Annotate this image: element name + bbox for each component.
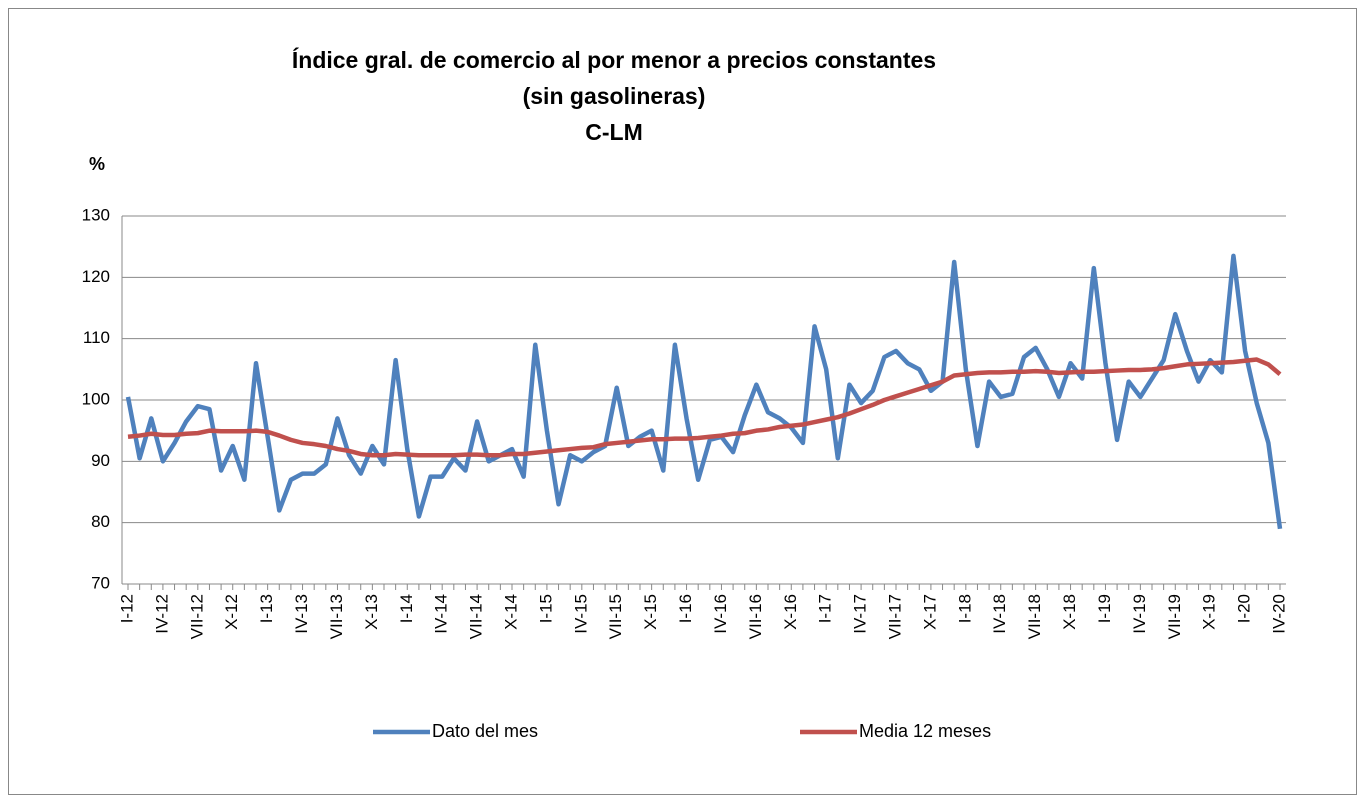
x-tick-label: VII-14 <box>467 594 486 639</box>
x-tick-label: VII-15 <box>606 594 625 639</box>
chart-title: C-LM <box>585 119 642 145</box>
series-line <box>125 253 1283 530</box>
x-tick-label: I-16 <box>676 594 695 623</box>
x-tick-label: IV-17 <box>851 594 870 634</box>
x-tick-label: X-16 <box>781 594 800 630</box>
x-tick-label: I-20 <box>1235 594 1254 623</box>
x-tick-label: I-13 <box>257 594 276 623</box>
x-tick-label: IV-12 <box>152 594 171 634</box>
x-tick-label: IV-13 <box>292 594 311 634</box>
x-tick-label: I-18 <box>955 594 974 623</box>
x-tick-label: IV-14 <box>432 594 451 634</box>
x-tick-label: I-14 <box>397 594 416 623</box>
x-tick-label: I-12 <box>117 594 136 623</box>
y-tick-label: 70 <box>91 573 110 592</box>
x-tick-label: X-18 <box>1060 594 1079 630</box>
x-tick-label: X-19 <box>1200 594 1219 630</box>
legend-label: Dato del mes <box>432 721 538 741</box>
x-tick-label: VII-17 <box>885 594 904 639</box>
y-tick-label: 80 <box>91 512 110 531</box>
x-tick-label: X-17 <box>920 594 939 630</box>
x-tick-label: I-17 <box>816 594 835 623</box>
x-tick-label: X-12 <box>222 594 241 630</box>
x-tick-label: VII-16 <box>746 594 765 639</box>
x-tick-label: VII-12 <box>187 594 206 639</box>
legend-label: Media 12 meses <box>859 721 991 741</box>
x-tick-label: X-13 <box>362 594 381 630</box>
y-tick-label: 130 <box>82 205 110 224</box>
series-line <box>127 357 1282 458</box>
x-tick-label: X-15 <box>641 594 660 630</box>
x-tick-label: IV-19 <box>1130 594 1149 634</box>
y-tick-label: 100 <box>82 389 110 408</box>
chart-title: (sin gasolineras) <box>523 83 706 109</box>
y-axis-label: % <box>89 154 105 174</box>
x-tick-label: VII-19 <box>1165 594 1184 639</box>
x-tick-label: IV-15 <box>571 594 590 634</box>
y-tick-label: 90 <box>91 451 110 470</box>
x-tick-label: X-14 <box>501 594 520 630</box>
x-tick-label: VII-18 <box>1025 594 1044 639</box>
x-tick-label: I-15 <box>536 594 555 623</box>
x-tick-label: VII-13 <box>327 594 346 639</box>
x-tick-label: I-19 <box>1095 594 1114 623</box>
chart-title: Índice gral. de comercio al por menor a … <box>292 46 936 73</box>
x-tick-label: IV-16 <box>711 594 730 634</box>
y-tick-label: 110 <box>83 328 110 347</box>
x-tick-label: IV-18 <box>990 594 1009 634</box>
y-tick-label: 120 <box>82 267 110 286</box>
x-tick-label: IV-20 <box>1269 594 1288 634</box>
